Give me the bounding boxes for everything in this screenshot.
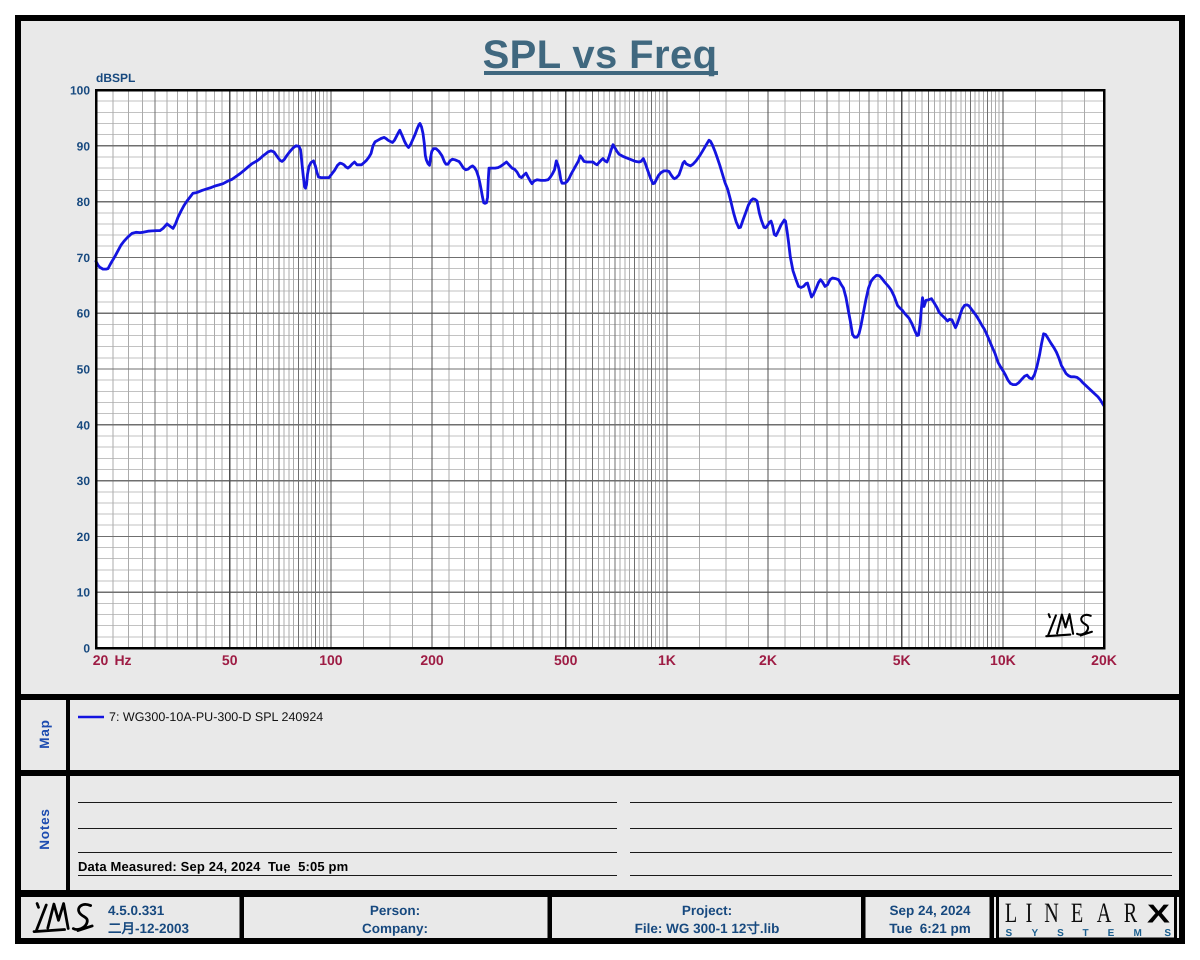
svg-text:10: 10 [77, 586, 91, 600]
svg-text:T: T [1082, 928, 1088, 939]
svg-text:S: S [1164, 928, 1171, 939]
svg-text:Y: Y [1031, 928, 1038, 939]
svg-text:20: 20 [93, 652, 109, 668]
svg-text:2K: 2K [759, 652, 777, 668]
svg-text:Company:: Company: [362, 921, 428, 936]
svg-text:E: E [1108, 928, 1115, 939]
svg-text:60: 60 [77, 307, 91, 321]
svg-text:50: 50 [77, 363, 91, 377]
svg-text:0: 0 [83, 642, 90, 656]
svg-text:File: WG 300-1 12寸.lib: File: WG 300-1 12寸.lib [635, 921, 780, 936]
svg-text:20: 20 [77, 530, 91, 544]
svg-text:5K: 5K [893, 652, 911, 668]
svg-text:50: 50 [222, 652, 238, 668]
svg-text:M: M [1134, 928, 1142, 939]
svg-text:N: N [1044, 898, 1059, 929]
svg-text:L: L [1005, 898, 1017, 929]
svg-text:Hz: Hz [114, 652, 131, 668]
svg-text:30: 30 [77, 474, 91, 488]
svg-text:20K: 20K [1091, 652, 1117, 668]
svg-text:A: A [1097, 898, 1112, 929]
svg-text:Sep 24, 2024: Sep 24, 2024 [889, 903, 971, 918]
svg-text:Project:: Project: [682, 903, 732, 918]
svg-text:I: I [1026, 898, 1033, 929]
svg-text:X: X [1147, 899, 1171, 929]
svg-text:100: 100 [319, 652, 343, 668]
svg-text:70: 70 [77, 251, 91, 265]
svg-text:500: 500 [554, 652, 578, 668]
svg-text:E: E [1071, 898, 1083, 929]
svg-text:Data Measured: Sep 24, 2024 T: Data Measured: Sep 24, 2024 Tue 5:05 pm [78, 859, 348, 874]
svg-text:200: 200 [420, 652, 444, 668]
svg-text:SPL vs Freq: SPL vs Freq [483, 33, 718, 77]
svg-text:R: R [1124, 898, 1138, 929]
svg-text:Map: Map [37, 719, 52, 748]
svg-text:7: WG300-10A-PU-300-D SPL 2409: 7: WG300-10A-PU-300-D SPL 240924 [109, 710, 323, 724]
svg-text:4.5.0.331: 4.5.0.331 [108, 903, 165, 918]
svg-text:Person:: Person: [370, 903, 420, 918]
svg-text:100: 100 [70, 84, 90, 98]
svg-text:10K: 10K [990, 652, 1016, 668]
svg-text:dBSPL: dBSPL [96, 71, 135, 85]
svg-text:Tue 6:21 pm: Tue 6:21 pm [889, 921, 971, 936]
svg-text:1K: 1K [658, 652, 676, 668]
svg-text:40: 40 [77, 418, 91, 432]
svg-text:Notes: Notes [37, 808, 52, 850]
svg-text:二月-12-2003: 二月-12-2003 [108, 921, 190, 936]
svg-text:90: 90 [77, 139, 91, 153]
svg-text:S: S [1005, 928, 1012, 939]
svg-text:80: 80 [77, 195, 91, 209]
svg-text:S: S [1057, 928, 1064, 939]
